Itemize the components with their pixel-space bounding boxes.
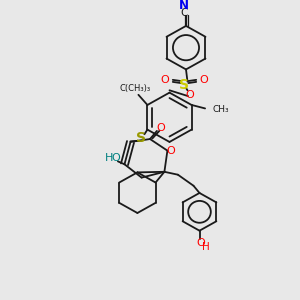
Text: N: N: [178, 0, 189, 12]
Text: O: O: [200, 75, 208, 85]
Text: O: O: [160, 75, 169, 85]
Text: O: O: [156, 123, 165, 133]
Text: S: S: [136, 131, 146, 145]
Text: C: C: [180, 8, 187, 18]
Text: O: O: [111, 153, 120, 163]
Text: S: S: [179, 77, 190, 92]
Text: O: O: [167, 146, 176, 156]
Text: C(CH₃)₃: C(CH₃)₃: [120, 85, 151, 94]
Text: O: O: [196, 238, 205, 248]
Text: H: H: [202, 242, 210, 252]
Text: CH₃: CH₃: [213, 105, 229, 114]
Text: O: O: [185, 90, 194, 100]
Text: H: H: [105, 153, 114, 163]
